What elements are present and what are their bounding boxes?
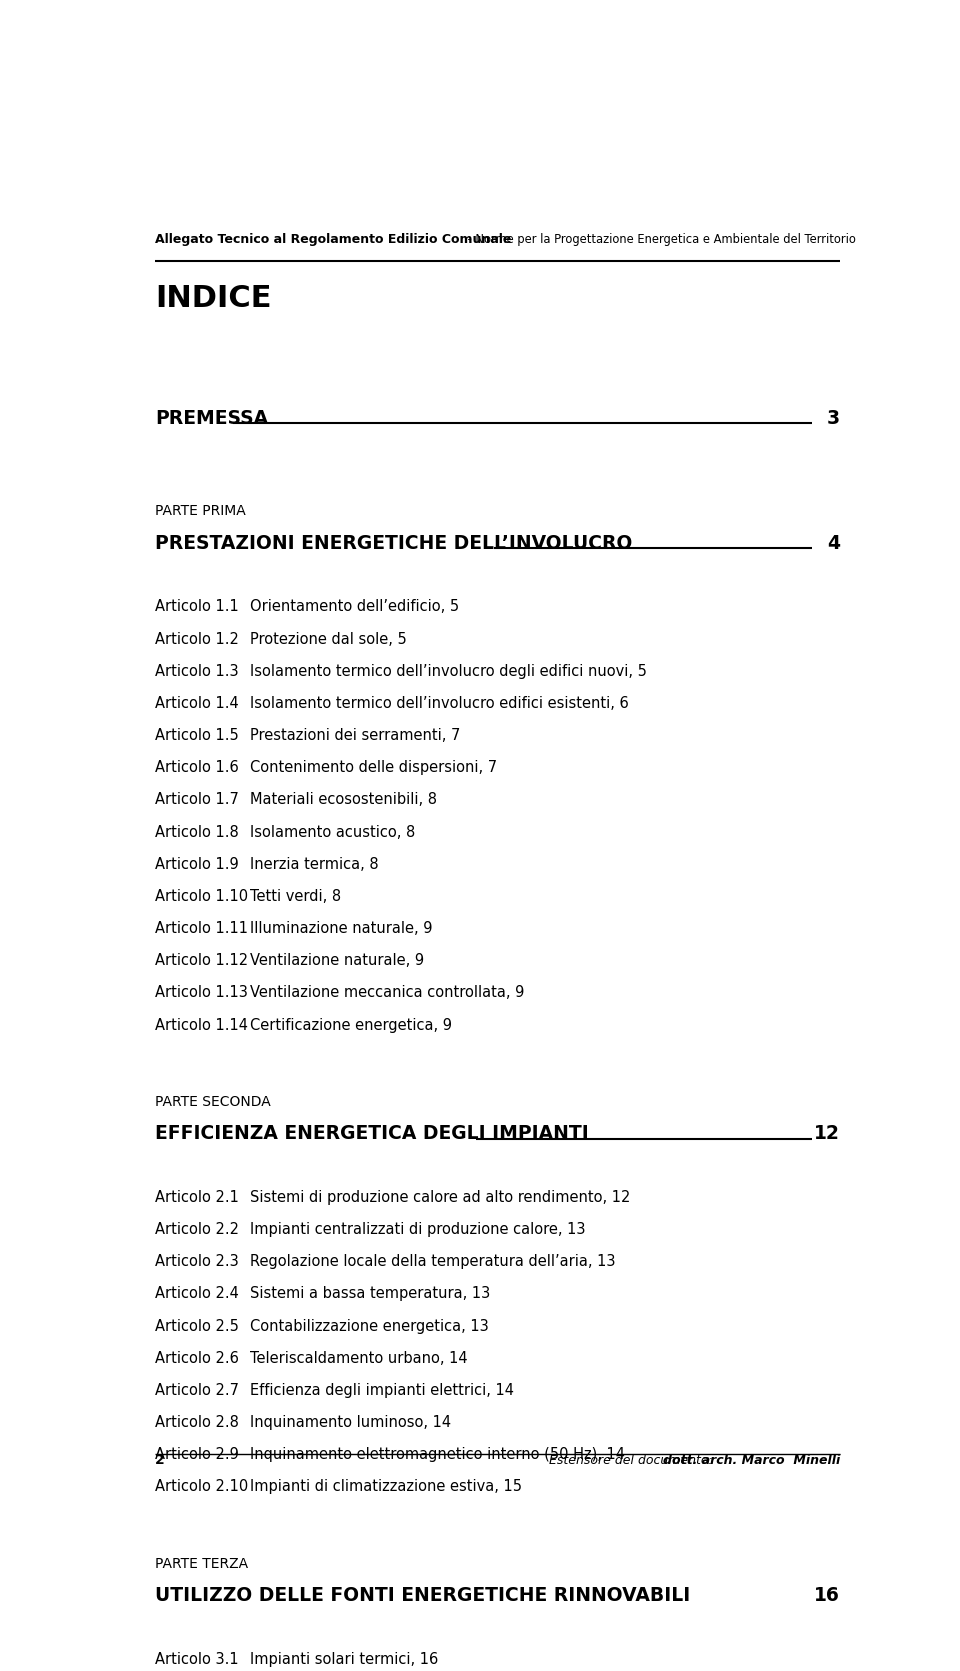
Text: Impianti centralizzati di produzione calore, 13: Impianti centralizzati di produzione cal… <box>251 1222 586 1237</box>
Text: Articolo 2.7: Articolo 2.7 <box>155 1384 239 1399</box>
Text: Articolo 2.5: Articolo 2.5 <box>155 1318 239 1333</box>
Text: Articolo 1.3: Articolo 1.3 <box>155 663 239 678</box>
Text: Teleriscaldamento urbano, 14: Teleriscaldamento urbano, 14 <box>251 1350 468 1365</box>
Text: Inquinamento luminoso, 14: Inquinamento luminoso, 14 <box>251 1415 451 1430</box>
Text: Articolo 1.6: Articolo 1.6 <box>155 760 239 775</box>
Text: Illuminazione naturale, 9: Illuminazione naturale, 9 <box>251 921 433 936</box>
Text: Articolo 1.1: Articolo 1.1 <box>155 600 239 615</box>
Text: Ventilazione naturale, 9: Ventilazione naturale, 9 <box>251 952 424 968</box>
Text: Certificazione energetica, 9: Certificazione energetica, 9 <box>251 1018 452 1033</box>
Text: Articolo 1.2: Articolo 1.2 <box>155 632 239 647</box>
Text: Articolo 3.1: Articolo 3.1 <box>155 1653 239 1668</box>
Text: Articolo 2.6: Articolo 2.6 <box>155 1350 239 1365</box>
Text: Inerzia termica, 8: Inerzia termica, 8 <box>251 857 379 872</box>
Text: Articolo 2.3: Articolo 2.3 <box>155 1255 239 1270</box>
Text: Estensore del documento:: Estensore del documento: <box>548 1454 716 1467</box>
Text: 12: 12 <box>814 1125 840 1143</box>
Text: Isolamento termico dell’involucro degli edifici nuovi, 5: Isolamento termico dell’involucro degli … <box>251 663 647 678</box>
Text: Articolo 1.14: Articolo 1.14 <box>155 1018 248 1033</box>
Text: 2: 2 <box>155 1452 165 1467</box>
Text: Inquinamento elettromagnetico interno (50 Hz), 14: Inquinamento elettromagnetico interno (5… <box>251 1447 625 1462</box>
Text: Allegato Tecnico al Regolamento Edilizio Comunale: Allegato Tecnico al Regolamento Edilizio… <box>155 232 512 246</box>
Text: EFFICIENZA ENERGETICA DEGLI IMPIANTI: EFFICIENZA ENERGETICA DEGLI IMPIANTI <box>155 1125 588 1143</box>
Text: Materiali ecosostenibili, 8: Materiali ecosostenibili, 8 <box>251 792 437 807</box>
Text: Protezione dal sole, 5: Protezione dal sole, 5 <box>251 632 407 647</box>
Text: PARTE PRIMA: PARTE PRIMA <box>155 505 246 518</box>
Text: Impianti di climatizzazione estiva, 15: Impianti di climatizzazione estiva, 15 <box>251 1479 522 1494</box>
Text: Prestazioni dei serramenti, 7: Prestazioni dei serramenti, 7 <box>251 729 461 744</box>
Text: Articolo 1.8: Articolo 1.8 <box>155 824 239 839</box>
Text: Regolazione locale della temperatura dell’aria, 13: Regolazione locale della temperatura del… <box>251 1255 615 1270</box>
Text: Articolo 1.7: Articolo 1.7 <box>155 792 239 807</box>
Text: 16: 16 <box>814 1586 840 1606</box>
Text: PARTE TERZA: PARTE TERZA <box>155 1557 248 1571</box>
Text: Impianti solari termici, 16: Impianti solari termici, 16 <box>251 1653 439 1668</box>
Text: Contabilizzazione energetica, 13: Contabilizzazione energetica, 13 <box>251 1318 489 1333</box>
Text: PRESTAZIONI ENERGETICHE DELL’INVOLUCRO: PRESTAZIONI ENERGETICHE DELL’INVOLUCRO <box>155 533 633 553</box>
Text: Articolo 2.8: Articolo 2.8 <box>155 1415 239 1430</box>
Text: Articolo 1.10: Articolo 1.10 <box>155 889 248 904</box>
Text: Articolo 1.9: Articolo 1.9 <box>155 857 239 872</box>
Text: - Norme per la Progettazione Energetica e Ambientale del Territorio: - Norme per la Progettazione Energetica … <box>464 232 855 246</box>
Text: Ventilazione meccanica controllata, 9: Ventilazione meccanica controllata, 9 <box>251 986 524 1001</box>
Text: Sistemi di produzione calore ad alto rendimento, 12: Sistemi di produzione calore ad alto ren… <box>251 1190 631 1205</box>
Text: INDICE: INDICE <box>155 284 272 312</box>
Text: Articolo 1.12: Articolo 1.12 <box>155 952 248 968</box>
Text: Articolo 2.4: Articolo 2.4 <box>155 1287 239 1302</box>
Text: Isolamento acustico, 8: Isolamento acustico, 8 <box>251 824 416 839</box>
Text: Articolo 2.10: Articolo 2.10 <box>155 1479 249 1494</box>
Text: dott. arch. Marco  Minelli: dott. arch. Marco Minelli <box>663 1454 840 1467</box>
Text: Isolamento termico dell’involucro edifici esistenti, 6: Isolamento termico dell’involucro edific… <box>251 695 629 710</box>
Text: UTILIZZO DELLE FONTI ENERGETICHE RINNOVABILI: UTILIZZO DELLE FONTI ENERGETICHE RINNOVA… <box>155 1586 690 1606</box>
Text: Contenimento delle dispersioni, 7: Contenimento delle dispersioni, 7 <box>251 760 497 775</box>
Text: 4: 4 <box>828 533 840 553</box>
Text: Articolo 2.1: Articolo 2.1 <box>155 1190 239 1205</box>
Text: 3: 3 <box>828 409 840 428</box>
Text: Efficienza degli impianti elettrici, 14: Efficienza degli impianti elettrici, 14 <box>251 1384 515 1399</box>
Text: Sistemi a bassa temperatura, 13: Sistemi a bassa temperatura, 13 <box>251 1287 491 1302</box>
Text: Articolo 1.13: Articolo 1.13 <box>155 986 248 1001</box>
Text: Tetti verdi, 8: Tetti verdi, 8 <box>251 889 342 904</box>
Text: Orientamento dell’edificio, 5: Orientamento dell’edificio, 5 <box>251 600 459 615</box>
Text: PARTE SECONDA: PARTE SECONDA <box>155 1095 271 1110</box>
Text: Articolo 1.11: Articolo 1.11 <box>155 921 248 936</box>
Text: Articolo 2.2: Articolo 2.2 <box>155 1222 239 1237</box>
Text: Articolo 1.5: Articolo 1.5 <box>155 729 239 744</box>
Text: PREMESSA: PREMESSA <box>155 409 268 428</box>
Text: Articolo 1.4: Articolo 1.4 <box>155 695 239 710</box>
Text: Articolo 2.9: Articolo 2.9 <box>155 1447 239 1462</box>
